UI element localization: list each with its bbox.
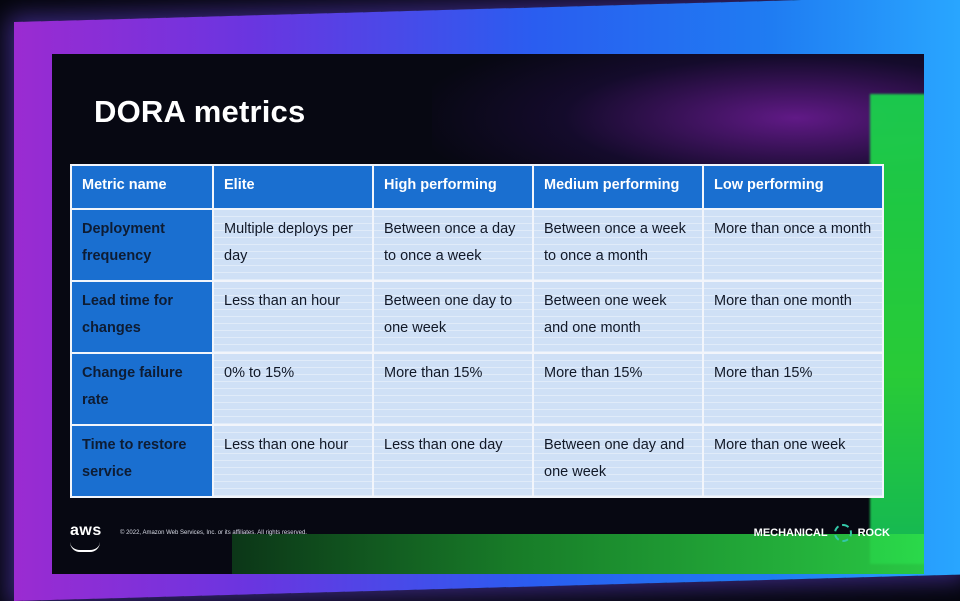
- header-low-performing: Low performing: [702, 164, 884, 210]
- mechanical-rock-logo: MECHANICAL ROCK: [754, 524, 890, 542]
- cell-medium: More than 15%: [532, 352, 704, 426]
- cell-elite: Multiple deploys per day: [212, 208, 374, 282]
- cell-medium: Between once a week to once a month: [532, 208, 704, 282]
- cell-medium: Between one day and one week: [532, 424, 704, 498]
- cell-high: Less than one day: [372, 424, 534, 498]
- table-row: Lead time for changes Less than an hour …: [70, 280, 884, 354]
- slide-footer: aws © 2022, Amazon Web Services, Inc. or…: [70, 520, 890, 554]
- cell-low: More than 15%: [702, 352, 884, 426]
- cell-elite: Less than one hour: [212, 424, 374, 498]
- partner-logo-left-text: MECHANICAL: [753, 527, 828, 539]
- dora-metrics-table: Metric name Elite High performing Medium…: [70, 164, 884, 498]
- green-light-bottom: [232, 534, 924, 574]
- cell-low: More than one week: [702, 424, 884, 498]
- aws-smile-icon: [70, 542, 100, 552]
- table-row: Deployment frequency Multiple deploys pe…: [70, 208, 884, 282]
- header-medium-performing: Medium performing: [532, 164, 704, 210]
- header-high-performing: High performing: [372, 164, 534, 210]
- cell-medium: Between one week and one month: [532, 280, 704, 354]
- cell-low: More than once a month: [702, 208, 884, 282]
- slide-title: DORA metrics: [94, 94, 306, 129]
- row-metric-name: Deployment frequency: [70, 208, 214, 282]
- projected-slide: DORA metrics Metric name Elite High perf…: [52, 54, 924, 574]
- table-row: Time to restore service Less than one ho…: [70, 424, 884, 498]
- row-metric-name: Time to restore service: [70, 424, 214, 498]
- row-metric-name: Change failure rate: [70, 352, 214, 426]
- cell-elite: Less than an hour: [212, 280, 374, 354]
- table-row: Change failure rate 0% to 15% More than …: [70, 352, 884, 426]
- table-header-row: Metric name Elite High performing Medium…: [70, 164, 884, 210]
- cell-elite: 0% to 15%: [212, 352, 374, 426]
- cell-high: Between one day to one week: [372, 280, 534, 354]
- header-metric-name: Metric name: [70, 164, 214, 210]
- aws-logo: aws: [70, 522, 102, 539]
- cell-high: More than 15%: [372, 352, 534, 426]
- copyright-notice: © 2022, Amazon Web Services, Inc. or its…: [120, 530, 307, 536]
- cell-high: Between once a day to once a week: [372, 208, 534, 282]
- cell-low: More than one month: [702, 280, 884, 354]
- partner-logo-right-text: ROCK: [857, 527, 890, 539]
- row-metric-name: Lead time for changes: [70, 280, 214, 354]
- gear-logo-icon: [833, 524, 852, 542]
- header-elite: Elite: [212, 164, 374, 210]
